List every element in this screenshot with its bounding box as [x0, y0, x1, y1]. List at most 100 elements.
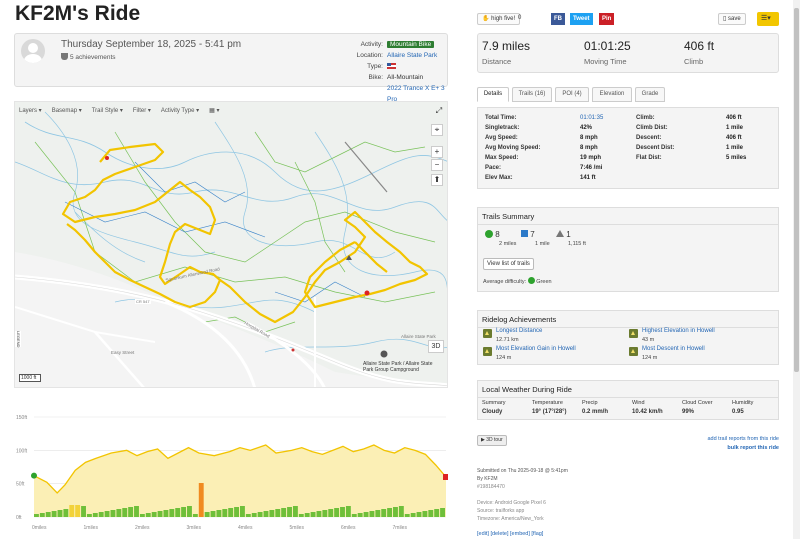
triangle-icon: [556, 230, 564, 237]
weather-precip: 0.2 mm/h: [582, 409, 609, 415]
detail-key: Climb Dist:: [636, 125, 668, 131]
options-menu-button[interactable]: [757, 12, 779, 26]
tweet-button[interactable]: Tweet: [570, 13, 593, 25]
pin-button[interactable]: Pin: [599, 13, 615, 25]
x-tick-label: 1miles: [84, 525, 99, 531]
add-trail-reports-link[interactable]: add trail reports from this ride: [707, 436, 779, 442]
activity-type-menu[interactable]: Activity Type ▾: [160, 108, 200, 114]
x-tick-label: 4miles: [238, 525, 253, 531]
grid-menu[interactable]: ▦ ▾: [209, 108, 220, 114]
weather-humidity: 0.95: [732, 409, 744, 415]
map-canvas[interactable]: [15, 102, 448, 388]
ride-header: Thursday September 18, 2025 - 5:41 pm 5 …: [14, 33, 448, 103]
avg-difficulty: Average difficulty: Green: [483, 277, 552, 285]
grade-bar: [398, 506, 404, 517]
bike-link[interactable]: 2022 Trance X E+ 3 Pro: [387, 85, 445, 103]
tab-grade[interactable]: Grade: [635, 87, 665, 102]
weather-temperature: 19° (17°/28°): [532, 409, 567, 415]
grade-bar: [345, 506, 351, 517]
map-legend-tab[interactable]: LEGEND: [15, 331, 21, 348]
zoom-in-button[interactable]: +: [431, 146, 443, 158]
x-tick-label: 7miles: [393, 525, 408, 531]
detail-key: Descent:: [636, 135, 662, 141]
location-link[interactable]: Allaire State Park: [387, 52, 438, 59]
view-trails-button[interactable]: View list of trails: [483, 258, 534, 270]
locate-icon[interactable]: ⌖: [431, 124, 443, 136]
grade-bar: [216, 510, 222, 517]
grade-bar: [39, 513, 45, 517]
achievement-highest-elevation[interactable]: Highest Elevation in Howell: [642, 328, 715, 334]
3d-tour-button[interactable]: ▶ 3D tour: [477, 435, 507, 446]
elevation-chart[interactable]: 150ft 100ft 50ft 0ft 0miles 1miles 2miles 3mile…: [14, 411, 448, 536]
source-info: Source: trailforks app: [477, 508, 525, 514]
divider: [478, 327, 778, 328]
avatar[interactable]: [21, 39, 45, 63]
blue-square-icon: [521, 230, 528, 237]
trail-style-menu[interactable]: Trail Style ▾: [91, 108, 123, 114]
basemap-menu[interactable]: Basemap ▾: [51, 108, 82, 114]
grade-bar: [204, 512, 210, 517]
grade-bar: [187, 506, 192, 517]
tab-elevation[interactable]: Elevation: [592, 87, 632, 102]
scrollbar-thumb[interactable]: [794, 8, 799, 372]
grade-bar: [134, 506, 139, 517]
compass-icon[interactable]: ⬆: [431, 174, 443, 186]
grade-bar: [228, 508, 234, 517]
fullscreen-icon[interactable]: ⤢: [435, 106, 443, 115]
submitted-by[interactable]: By KF2M: [477, 476, 498, 482]
achievements-count[interactable]: 5 achievements: [61, 53, 116, 61]
grade-bar: [81, 506, 86, 517]
ride-date: Thursday September 18, 2025 - 5:41 pm: [61, 39, 242, 50]
activity-badge[interactable]: Mountain Bike: [387, 41, 435, 48]
poi-label[interactable]: Allaire State Park / Allaire State Park …: [363, 361, 433, 373]
trail-map[interactable]: Layers ▾ Basemap ▾ Trail Style ▾ Filter ▾ Ac…: [14, 101, 448, 388]
weather-wind: 10.42 km/h: [632, 409, 663, 415]
high-five-button[interactable]: ✋ high five!: [477, 13, 521, 25]
climb-value: 406 ft: [684, 39, 715, 53]
grade-bar: [163, 510, 169, 517]
grade-bar: [404, 514, 410, 517]
page-title: KF2M's Ride: [15, 2, 141, 25]
grade-bar: [387, 508, 393, 517]
trails-summary-title: Trails Summary: [482, 212, 535, 221]
bulk-report-link[interactable]: bulk report this ride: [727, 445, 779, 451]
green-circle-icon: [527, 277, 535, 284]
green-trails-count: 8: [485, 230, 500, 239]
facebook-share-button[interactable]: FB: [551, 13, 565, 25]
layers-menu[interactable]: Layers ▾: [19, 108, 42, 114]
tab-trails[interactable]: Trails (16): [512, 87, 552, 102]
achievement-badge-icon: [629, 347, 638, 356]
achievement-most-elevation-gain[interactable]: Most Elevation Gain in Howell: [496, 346, 576, 352]
device-info: Device: Android Google Pixel 6: [477, 500, 546, 506]
save-button[interactable]: ▯ save: [718, 13, 746, 25]
achievement-longest-distance[interactable]: Longest Distance: [496, 328, 543, 334]
map-3d-button[interactable]: 3D: [428, 340, 444, 353]
grade-bar: [416, 512, 422, 517]
detail-value: 1 mile: [726, 125, 744, 131]
details-left-keys: Total Time: Singletrack: Avg Speed: Avg …: [485, 113, 540, 183]
zoom-out-button[interactable]: −: [431, 159, 443, 171]
map-scale: 1000 ft: [19, 374, 41, 382]
timezone-info: Timezone: America/New_York: [477, 516, 544, 522]
detail-value: 1 mile: [726, 145, 744, 151]
green-count: 8: [495, 230, 500, 239]
grade-bar: [181, 507, 187, 517]
weather-header: Precip: [582, 400, 598, 406]
grade-bar: [281, 508, 287, 517]
detail-value: 19 mph: [580, 155, 602, 161]
filter-menu[interactable]: Filter ▾: [132, 108, 151, 114]
tab-details[interactable]: Details: [477, 87, 509, 102]
grade-bar: [292, 506, 298, 517]
achievement-most-descent[interactable]: Most Descent in Howell: [642, 346, 705, 352]
grade-bar: [245, 514, 251, 517]
achievement-badge-icon: [629, 329, 638, 338]
total-time-value[interactable]: 01:01:35: [580, 115, 604, 121]
edit-links[interactable]: [edit] [delete] [embed] [flag]: [477, 531, 544, 537]
elevation-chart-svg[interactable]: 150ft 100ft 50ft 0ft 0miles 1miles 2miles 3mile…: [14, 411, 448, 536]
high-five-count: 0: [518, 15, 522, 21]
achievements-label: 5 achievements: [70, 54, 116, 61]
grade-bar: [440, 508, 445, 517]
grade-bar: [357, 513, 363, 517]
tab-poi[interactable]: POI (4): [555, 87, 589, 102]
grade-bar: [263, 511, 269, 517]
